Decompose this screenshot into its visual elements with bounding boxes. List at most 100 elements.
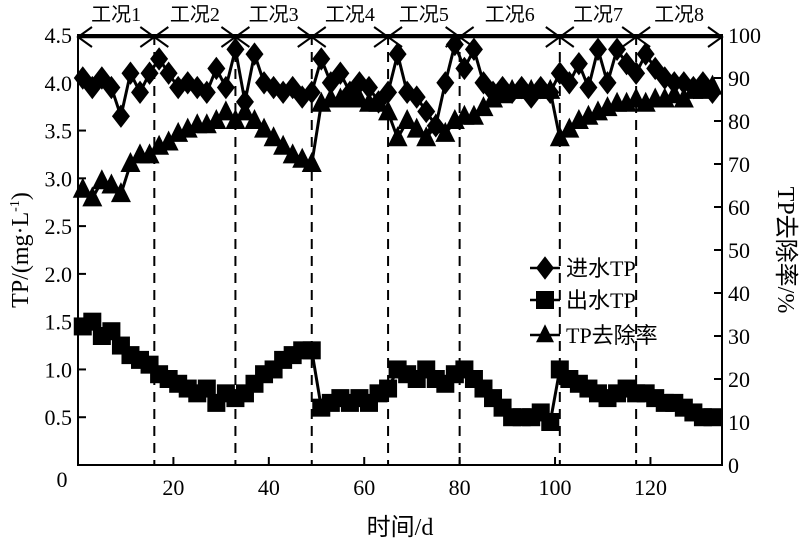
data-point-triangle [559, 117, 580, 138]
data-point-triangle [435, 121, 456, 142]
y-right-tick-label: 30 [728, 324, 750, 349]
y-left-tick-label: 3.5 [45, 119, 73, 144]
data-point-diamond [388, 42, 407, 66]
data-point-square [302, 341, 321, 360]
data-point-diamond [407, 85, 426, 109]
data-point-triangle [234, 100, 255, 121]
y-left-tick-label: 2.0 [45, 262, 73, 287]
phase-label: 工况4 [325, 4, 375, 26]
data-point-square [102, 322, 121, 341]
data-point-triangle [540, 78, 561, 99]
data-point-diamond [617, 51, 636, 76]
data-point-triangle [473, 96, 494, 117]
legend-marker-diamond [536, 256, 554, 280]
legend-label: TP去除率 [566, 323, 658, 348]
data-point-triangle [254, 117, 275, 138]
x-tick-label: 40 [258, 475, 280, 500]
legend-label: 进水TP [566, 256, 636, 281]
data-point-triangle [101, 173, 122, 194]
data-point-triangle [368, 91, 389, 112]
data-point-triangle [301, 152, 322, 172]
y-axis-left-label: TP/(mg·L-1) [8, 192, 34, 308]
data-point-triangle [463, 104, 484, 125]
data-point-diamond [121, 61, 140, 85]
y-right-tick-label: 20 [728, 367, 750, 392]
data-point-diamond [579, 75, 598, 100]
data-point-diamond [608, 37, 627, 62]
data-point-triangle [82, 186, 103, 207]
x-axis-label: 时间/d [367, 514, 434, 541]
y-right-tick-label: 90 [728, 66, 750, 91]
data-point-diamond [226, 37, 245, 62]
legend-marker-triangle [536, 324, 554, 343]
y-right-tick-label: 10 [728, 410, 750, 435]
y-right-tick-label: 40 [728, 281, 750, 306]
data-point-triangle [158, 130, 179, 151]
data-point-diamond [417, 99, 436, 124]
data-point-square [197, 379, 216, 398]
x-tick-label: 60 [353, 475, 375, 500]
data-point-triangle [110, 182, 131, 203]
data-point-diamond [207, 56, 226, 81]
data-point-diamond [665, 71, 684, 95]
data-point-triangle [549, 126, 570, 147]
data-point-triangle [378, 100, 399, 121]
y-right-tick-label: 60 [728, 195, 750, 220]
y-left-tick-label: 4.5 [45, 23, 73, 48]
y-right-tick-label: 50 [728, 238, 750, 263]
x-tick-label: 20 [162, 475, 184, 500]
data-point-triangle [273, 134, 294, 155]
legend-label: 出水TP [566, 288, 636, 313]
data-point-square [379, 379, 398, 398]
data-point-triangle [387, 126, 408, 147]
data-point-diamond [379, 80, 398, 105]
data-point-diamond [588, 37, 607, 62]
legend-marker-square [536, 291, 554, 309]
data-point-triangle [673, 87, 694, 108]
x-tick-label: 80 [449, 475, 471, 500]
data-point-triangle [397, 109, 418, 129]
x-tick-label: 120 [634, 475, 667, 500]
data-point-diamond [274, 80, 293, 105]
data-point-diamond [131, 80, 150, 105]
data-point-diamond [359, 75, 378, 100]
y-right-tick-label: 70 [728, 152, 750, 177]
data-point-diamond [598, 71, 617, 95]
data-point-square [541, 413, 560, 431]
data-point-diamond [464, 37, 483, 62]
y-left-tick-label: 2.5 [45, 214, 73, 239]
data-point-diamond [445, 32, 464, 57]
y-left-tick-label: 1.5 [45, 310, 73, 335]
phase-label: 工况8 [654, 4, 704, 26]
data-point-diamond [550, 61, 569, 85]
data-point-diamond [569, 51, 588, 76]
data-point-triangle [263, 126, 284, 147]
phase-label: 工况2 [170, 4, 220, 26]
data-point-diamond [102, 75, 121, 100]
data-point-triangle [425, 113, 446, 134]
y-right-tick-label: 80 [728, 109, 750, 134]
y-left-tick-label: 0.5 [45, 405, 73, 430]
data-point-diamond [216, 75, 235, 100]
y-right-tick-label: 0 [728, 453, 739, 478]
data-point-triangle [206, 109, 227, 129]
origin-label: 0 [57, 467, 68, 492]
data-point-triangle [225, 109, 246, 129]
plot-area: 0.5 1.0 1.5 2.0 2.5 3.0 3.5 4.0 4.5 0 10 20 30 40 50 60… [45, 4, 762, 500]
data-point-diamond [455, 56, 474, 81]
data-point-diamond [293, 85, 312, 109]
phase-label: 工况7 [573, 4, 623, 26]
data-point-diamond [111, 104, 130, 128]
y-axis-right-label: TP去除率/% [772, 187, 799, 314]
data-point-diamond [150, 47, 169, 71]
data-point-diamond [560, 71, 579, 95]
data-point-square [83, 312, 102, 331]
y-left-tick-label: 1.0 [45, 357, 73, 382]
data-point-diamond [197, 80, 216, 105]
data-point-diamond [312, 47, 331, 71]
phase-label: 工况6 [485, 4, 535, 26]
y-left-tick-label: 3.0 [45, 166, 73, 191]
data-point-square [703, 408, 722, 427]
data-point-diamond [140, 61, 159, 85]
data-point-triangle [406, 117, 427, 138]
